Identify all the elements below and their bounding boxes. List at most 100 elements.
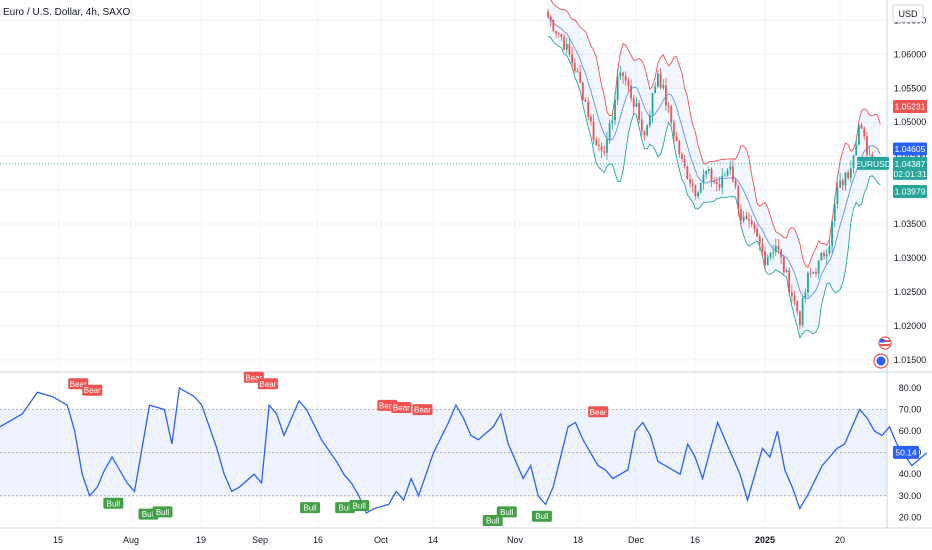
us-flag-icon[interactable]	[878, 336, 892, 350]
candle-body	[576, 71, 579, 73]
candle-body	[573, 63, 576, 72]
upper-band-line	[550, 0, 881, 268]
candle-body	[777, 245, 780, 250]
candle-body	[734, 180, 737, 187]
bull-signal-label: Bull	[353, 501, 367, 510]
x-tick-label: 16	[313, 535, 323, 545]
candle-body	[614, 99, 616, 121]
candle-body	[587, 101, 590, 117]
candle-body	[860, 125, 863, 129]
bull-signal-label: Bull	[156, 508, 170, 517]
candle-body	[656, 73, 659, 87]
x-tick-label: Sep	[252, 535, 268, 545]
candle-body	[750, 220, 753, 225]
candle-body	[809, 272, 812, 274]
candle-body	[863, 128, 866, 137]
candle-body	[603, 150, 606, 153]
candle-body	[723, 175, 726, 177]
candle-body	[560, 34, 563, 38]
rsi-tick-label: 20.00	[899, 512, 922, 522]
candle-body	[627, 80, 630, 86]
candle-body	[640, 119, 643, 132]
candle-body	[694, 185, 697, 197]
candle-body	[817, 260, 820, 274]
candle-body	[715, 182, 718, 185]
candle-body	[675, 136, 678, 142]
candle-body	[547, 11, 549, 18]
bull-signal-badge	[349, 499, 370, 511]
candle-body	[557, 33, 560, 35]
price-tick-label: 1.04500	[894, 151, 927, 161]
candle-body	[555, 30, 557, 34]
x-tick-label: 19	[196, 535, 206, 545]
candle-body	[595, 140, 598, 146]
rsi-zone-fill	[0, 409, 887, 496]
candle-body	[721, 175, 724, 188]
candle-body	[651, 93, 654, 116]
candle-body	[589, 116, 592, 122]
candle-body	[678, 141, 681, 155]
candle-body	[718, 184, 721, 188]
candle-body	[769, 253, 772, 258]
countdown-label: 02:01:31	[893, 169, 926, 179]
candle-body	[825, 254, 828, 257]
candle-body	[857, 125, 860, 145]
candle-body	[686, 166, 689, 180]
bull-signal-badge	[531, 510, 552, 522]
last-price-label: 1.04387	[895, 159, 926, 169]
x-tick-label: 16	[690, 535, 700, 545]
candle-body	[801, 298, 804, 326]
rsi-tick-label: 40.00	[899, 469, 922, 479]
candle-body	[868, 154, 871, 156]
rsi-tick-label: 30.00	[899, 491, 922, 501]
candle-body	[670, 106, 673, 123]
bear-signal-label: Bear	[414, 406, 431, 415]
rsi-value-label: 50.14	[895, 447, 917, 457]
price-tick-label: 1.03000	[894, 253, 927, 263]
candle-body	[630, 85, 632, 99]
lower-band-line	[547, 35, 881, 339]
candle-body	[820, 252, 823, 261]
bull-signal-label: Bull	[303, 504, 317, 513]
eu-event-icon[interactable]	[873, 353, 889, 369]
candle-body	[563, 37, 565, 50]
candle-body	[766, 257, 769, 266]
upper-band-price-label: 1.05231	[895, 102, 926, 112]
candle-body	[638, 103, 641, 120]
rsi-tick-label: 80.00	[899, 383, 922, 393]
candle-body	[737, 186, 740, 210]
bull-signal-label: Bull	[142, 510, 156, 519]
price-tick-label: 1.03500	[894, 219, 927, 229]
price-tick-label: 1.02500	[894, 287, 927, 297]
candle-body	[740, 209, 742, 221]
candle-body	[635, 103, 638, 107]
candle-body	[742, 216, 745, 221]
candle-body	[841, 180, 844, 186]
candle-body	[681, 154, 683, 160]
x-tick-label: Oct	[374, 535, 389, 545]
candle-body	[654, 86, 657, 94]
candle-body	[780, 249, 783, 258]
lower-band-price-label-bg	[893, 185, 927, 199]
candle-body	[815, 272, 817, 274]
candle-body	[852, 155, 855, 169]
price-tick-label: 1.02000	[894, 321, 927, 331]
candle-body	[683, 159, 686, 167]
candle-body	[592, 121, 595, 141]
candle-body	[619, 72, 622, 77]
candle-body	[745, 216, 748, 219]
candle-body	[836, 187, 839, 205]
candle-body	[855, 144, 858, 156]
candle-body	[659, 73, 662, 88]
rsi-tick-label: 70.00	[899, 405, 922, 415]
bull-signal-label: Bull	[500, 508, 514, 517]
candle-body	[774, 245, 777, 253]
x-tick-label: 14	[428, 535, 438, 545]
candle-body	[622, 72, 624, 76]
candle-body	[785, 270, 788, 273]
candle-body	[812, 272, 815, 274]
candle-body	[549, 17, 552, 21]
currency-button[interactable]: USD	[892, 4, 924, 23]
